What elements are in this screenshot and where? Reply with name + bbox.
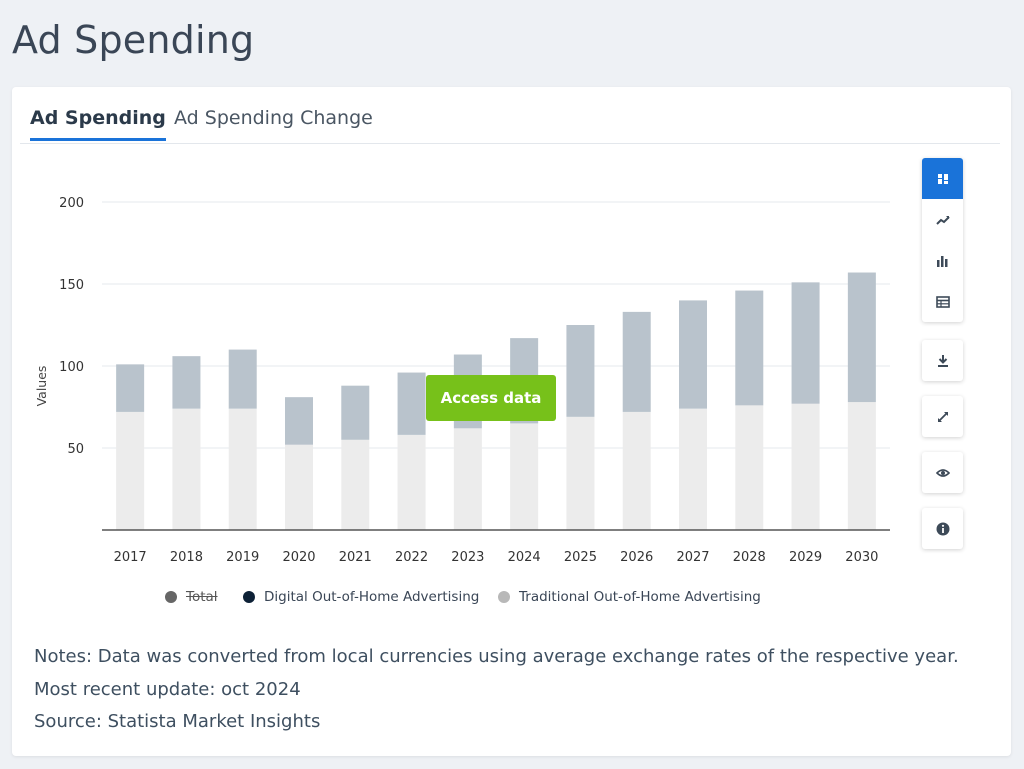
bar-digital-2028 <box>735 290 764 406</box>
bar-digital-2020 <box>285 397 313 445</box>
chart-card: Ad Spending Ad Spending Change 50 100 150 2… <box>12 87 1011 756</box>
info-toolbar <box>922 508 963 549</box>
bar-traditional-2023 <box>453 428 482 530</box>
bar-digital-2018 <box>172 356 201 409</box>
x-tick-label: 2022 <box>395 550 428 565</box>
bar-traditional-2029 <box>791 403 820 530</box>
bar-digital-2022 <box>397 372 426 435</box>
update-text: Most recent update: oct 2024 <box>34 678 301 700</box>
x-tick-label: 2017 <box>114 550 147 565</box>
chart-type-stacked-icon[interactable] <box>922 158 963 199</box>
line-chart-icon[interactable] <box>922 199 963 240</box>
x-tick-label: 2023 <box>451 550 484 565</box>
legend-item-total[interactable]: Total <box>165 589 218 605</box>
download-icon[interactable] <box>922 340 963 381</box>
x-tick-label: 2026 <box>620 550 653 565</box>
legend-item-traditional[interactable]: Traditional Out-of-Home Advertising <box>498 589 761 605</box>
bar-traditional-2028 <box>735 405 764 530</box>
bar-traditional-2030 <box>847 402 876 530</box>
fullscreen-toolbar <box>922 396 963 437</box>
x-tick-label: 2028 <box>733 550 766 565</box>
bar-digital-2029 <box>791 282 820 404</box>
bar-traditional-2022 <box>397 434 426 530</box>
x-tick-label: 2029 <box>789 550 822 565</box>
bar-digital-2026 <box>622 311 651 412</box>
notes-text: Notes: Data was converted from local cur… <box>34 646 959 667</box>
x-tick-label: 2025 <box>564 550 597 565</box>
x-tick-label: 2030 <box>845 550 878 565</box>
bar-traditional-2018 <box>172 408 201 530</box>
source-text: Source: Statista Market Insights <box>34 711 321 732</box>
legend-label-digital: Digital Out-of-Home Advertising <box>264 589 480 605</box>
stacked-bar-chart: 50 100 150 200 Values 2017 2018 2019 2020 2021 202… <box>34 196 890 565</box>
y-axis-label: Values <box>34 366 49 407</box>
y-tick-label: 50 <box>67 442 84 457</box>
legend-dot-digital <box>243 591 255 603</box>
bar-digital-2019 <box>228 349 257 409</box>
download-toolbar <box>922 340 963 381</box>
legend-dot-total <box>165 591 177 603</box>
expand-icon[interactable] <box>922 396 963 437</box>
legend-dot-traditional <box>498 591 510 603</box>
legend-label-total: Total <box>186 589 218 605</box>
bar-traditional-2020 <box>285 444 313 530</box>
chart-notes: Notes: Data was converted from local cur… <box>34 641 959 739</box>
tab-ad-spending-change[interactable]: Ad Spending Change <box>174 107 373 129</box>
info-icon[interactable] <box>922 508 963 549</box>
eye-icon[interactable] <box>922 452 963 493</box>
bar-chart-icon[interactable] <box>922 240 963 281</box>
bar-digital-2021 <box>341 385 370 440</box>
legend-label-traditional: Traditional Out-of-Home Advertising <box>519 589 761 605</box>
bar-traditional-2021 <box>341 439 370 530</box>
x-tick-label: 2024 <box>508 550 541 565</box>
bar-traditional-2025 <box>566 416 595 530</box>
access-data-button[interactable]: Access data <box>426 375 556 421</box>
y-tick-label: 200 <box>59 196 84 211</box>
bar-digital-2025 <box>566 325 595 417</box>
bar-traditional-2024 <box>510 423 539 530</box>
x-tick-label: 2020 <box>282 550 315 565</box>
visibility-toolbar <box>922 452 963 493</box>
bar-digital-2027 <box>679 300 707 409</box>
x-tick-label: 2021 <box>339 550 372 565</box>
y-tick-label: 100 <box>59 360 84 375</box>
x-tick-label: 2019 <box>226 550 259 565</box>
y-tick-label: 150 <box>59 278 84 293</box>
bar-traditional-2027 <box>679 408 707 530</box>
bar-digital-2017 <box>116 364 145 412</box>
bar-digital-2030 <box>847 272 876 403</box>
tab-ad-spending[interactable]: Ad Spending <box>30 107 166 141</box>
bar-traditional-2026 <box>622 411 651 530</box>
bar-traditional-2017 <box>116 411 145 530</box>
chart-type-toolbar <box>922 158 963 322</box>
x-tick-label: 2027 <box>676 550 709 565</box>
legend-item-digital[interactable]: Digital Out-of-Home Advertising <box>243 589 479 605</box>
bar-traditional-2019 <box>228 408 257 530</box>
tab-bar: Ad Spending Ad Spending Change <box>20 87 1000 144</box>
x-tick-label: 2018 <box>170 550 203 565</box>
page-title: Ad Spending <box>12 18 255 62</box>
table-icon[interactable] <box>922 281 963 322</box>
